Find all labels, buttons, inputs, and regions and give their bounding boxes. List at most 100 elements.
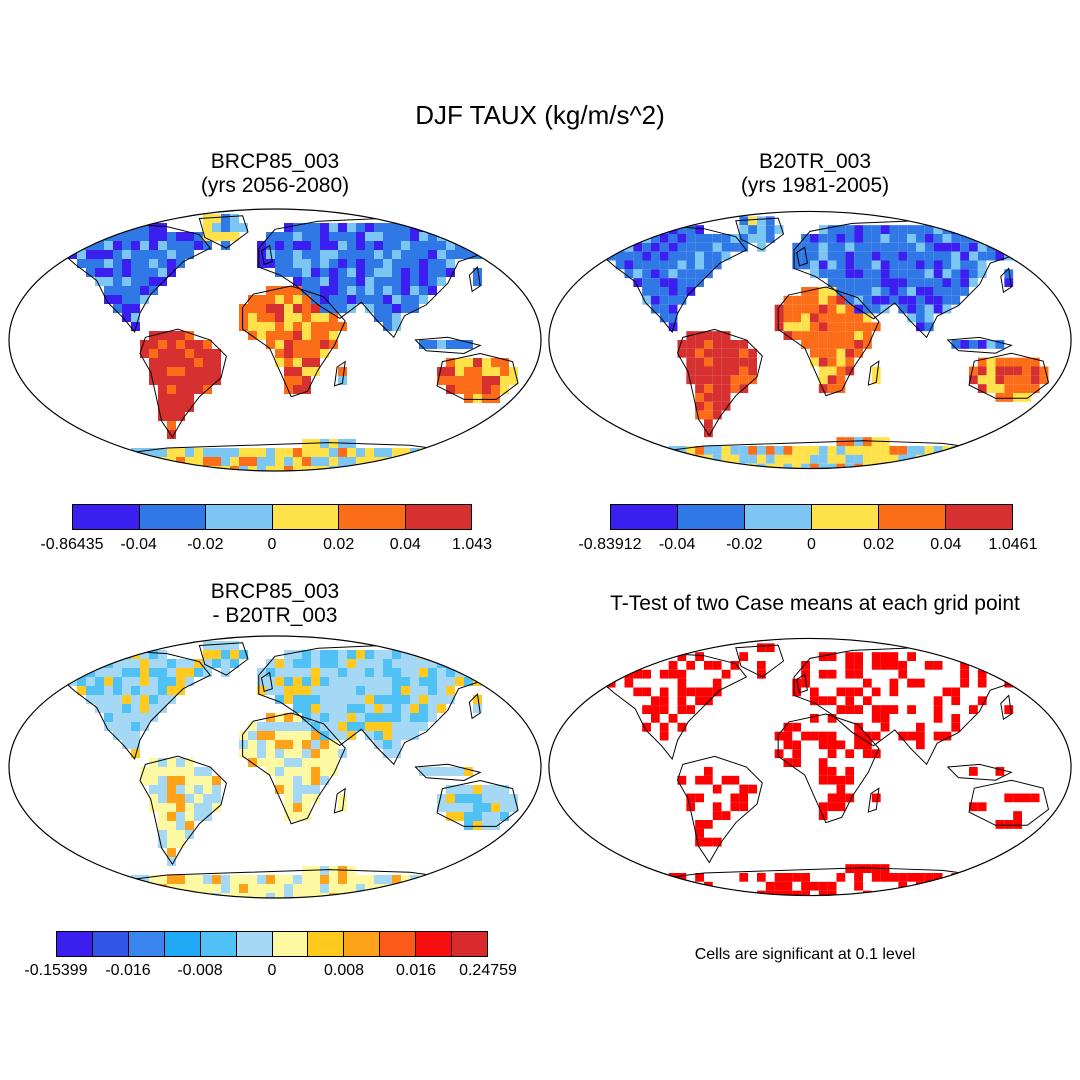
map-cell	[721, 802, 731, 812]
map-cell	[801, 678, 810, 688]
map-cell	[311, 695, 320, 704]
map-cell	[293, 277, 302, 286]
map-cell	[221, 466, 230, 471]
map-cell	[1013, 384, 1022, 393]
map-cell	[383, 322, 392, 331]
map-cell	[880, 225, 890, 234]
map-cell	[176, 412, 185, 421]
map-cell	[898, 242, 908, 252]
map-cell	[266, 466, 275, 471]
map-cell	[924, 731, 934, 741]
map-cell	[1022, 793, 1031, 803]
map-cell	[845, 242, 855, 252]
map-cell	[739, 643, 749, 653]
map-cell	[1022, 384, 1031, 393]
map-cell	[916, 678, 925, 688]
map-cell	[677, 287, 687, 296]
map-cell	[356, 250, 365, 259]
map-cell	[854, 463, 863, 469]
map-cell	[880, 304, 890, 314]
map-cell	[1004, 696, 1014, 706]
map-cell	[748, 446, 757, 455]
map-cell	[113, 722, 122, 731]
map-cell	[995, 384, 1005, 393]
map-cell	[311, 466, 320, 471]
map-cell	[818, 234, 828, 243]
map-cell	[302, 731, 311, 740]
map-cell	[311, 767, 320, 776]
map-cell	[167, 839, 176, 848]
map-cell	[158, 830, 167, 839]
map-cell	[836, 331, 846, 340]
map-cell	[863, 242, 872, 252]
map-cell	[275, 749, 284, 758]
map-cell	[624, 269, 634, 279]
map-cell	[995, 678, 1005, 688]
map-cell	[167, 803, 176, 812]
map-cell	[827, 251, 837, 261]
map-cell	[113, 695, 122, 704]
map-cell	[951, 722, 961, 732]
map-cell	[176, 839, 185, 848]
map-cell	[383, 313, 392, 322]
map-cell	[365, 448, 374, 457]
map-cell	[854, 251, 863, 261]
map-cell	[329, 340, 338, 349]
map-cell	[907, 278, 916, 287]
colorbar-swatch	[236, 932, 273, 956]
map-cell	[356, 875, 365, 884]
map-cell	[818, 696, 828, 706]
map-cell	[365, 677, 374, 686]
map-cell	[1004, 393, 1014, 402]
map-cell	[827, 463, 837, 469]
map-cell	[149, 803, 158, 812]
map-cell	[239, 313, 248, 322]
map-cell	[1004, 793, 1014, 803]
map-cell	[969, 652, 978, 661]
map-cell	[730, 669, 740, 679]
map-cell	[995, 811, 1005, 820]
map-cell	[969, 454, 978, 464]
map-cell	[284, 785, 293, 794]
map-cell	[695, 384, 704, 393]
map-cell	[695, 811, 704, 820]
map-cell	[1022, 811, 1031, 820]
map-cell	[836, 740, 846, 750]
map-cell	[651, 696, 660, 706]
map-cell	[293, 884, 302, 893]
map-cell	[704, 678, 713, 688]
map-cell	[293, 331, 302, 340]
map-cell	[374, 695, 383, 704]
map-cell	[338, 731, 347, 740]
map-cell	[1022, 393, 1031, 402]
map-cell	[167, 776, 176, 785]
map-cell	[898, 278, 908, 287]
map-cell	[827, 740, 837, 750]
map-cell	[757, 234, 766, 243]
map-cell	[969, 669, 978, 679]
map-cell	[320, 677, 329, 686]
map-cell	[185, 794, 194, 803]
map-cell	[158, 340, 167, 349]
map-cell	[836, 767, 846, 776]
map-cell	[863, 661, 872, 670]
map-cell	[898, 234, 908, 243]
map-cell	[275, 668, 284, 677]
map-cell	[284, 767, 293, 776]
map-cell	[1004, 811, 1014, 820]
map-cell	[677, 242, 687, 252]
map-cell	[320, 340, 329, 349]
map-cell	[960, 873, 969, 882]
map-cell	[871, 696, 881, 706]
map-cell	[916, 322, 925, 332]
map-cell	[392, 304, 401, 313]
map-cell	[907, 696, 916, 706]
map-cell	[248, 758, 257, 767]
map-cell	[854, 269, 863, 279]
map-cell	[995, 375, 1005, 385]
map-cell	[933, 714, 943, 723]
map-cell	[721, 348, 731, 358]
map-cell	[104, 268, 113, 277]
map-cell	[257, 313, 266, 322]
map-cell	[686, 251, 696, 261]
